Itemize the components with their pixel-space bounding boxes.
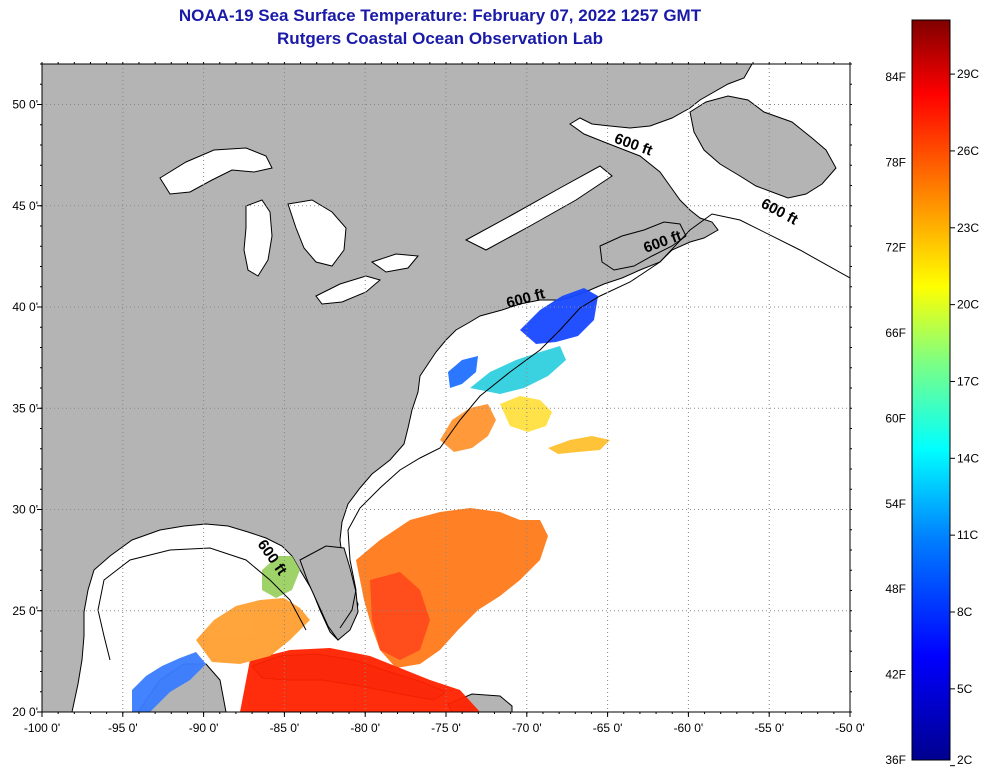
colorbar bbox=[911, 19, 951, 761]
colorbar-f-label: 72F bbox=[885, 241, 906, 255]
sst-gulf-mixed bbox=[196, 598, 310, 664]
colorbar-c-label: 8C bbox=[957, 605, 973, 619]
sst-gulf-shelf bbox=[262, 556, 300, 598]
colorbar-c-label: 17C bbox=[957, 374, 979, 388]
colorbar-c-label: 5C bbox=[957, 682, 973, 696]
sst-slope-cyan bbox=[470, 346, 566, 394]
map-title: NOAA-19 Sea Surface Temperature: Februar… bbox=[178, 6, 702, 25]
land-nova-scotia bbox=[599, 221, 687, 271]
colorbar-c-label: 23C bbox=[957, 221, 979, 235]
sst-caribbean-hot bbox=[240, 648, 480, 712]
map-axes: -100 0' -95 0' -90 0' -85 0' -80 0' -75 0' -70… bbox=[12, 62, 865, 735]
colorbar-c-label: 29C bbox=[957, 67, 979, 81]
lon-tick-label: -60 0' bbox=[674, 721, 704, 735]
colorbar-f-label: 60F bbox=[885, 411, 906, 425]
sst-bahamas bbox=[370, 572, 430, 660]
lat-tick-label: 50 0' bbox=[12, 98, 38, 112]
lat-tick-label: 30 0' bbox=[12, 503, 38, 517]
colorbar-f-label: 42F bbox=[885, 668, 906, 682]
land-florida bbox=[299, 545, 359, 641]
colorbar-f-label: 84F bbox=[885, 70, 906, 84]
colorbar-f-label: 36F bbox=[885, 753, 906, 767]
lake-ontario bbox=[370, 253, 419, 273]
lat-lon-grid bbox=[42, 64, 850, 712]
lon-tick-label: -65 0' bbox=[593, 721, 623, 735]
land-north-america bbox=[42, 64, 753, 712]
lat-tick-label: 35 0' bbox=[12, 401, 38, 415]
land-newfoundland bbox=[689, 95, 837, 199]
lat-tick-label: 20 0' bbox=[12, 705, 38, 719]
map-subtitle: Rutgers Coastal Ocean Observation Lab bbox=[277, 29, 603, 48]
lon-tick-label: -100 0' bbox=[24, 721, 60, 735]
sst-mab-blue bbox=[520, 288, 598, 344]
colorbar-c-label: 14C bbox=[957, 451, 979, 465]
colorbar-c-label: 20C bbox=[957, 298, 979, 312]
colorbar-c-label: 2C bbox=[957, 753, 973, 767]
sst-offshore-yellow bbox=[500, 396, 552, 432]
lon-tick-label: -85 0' bbox=[270, 721, 300, 735]
lake-superior bbox=[159, 147, 273, 195]
lake-erie bbox=[315, 275, 382, 305]
lon-tick-label: -90 0' bbox=[189, 721, 219, 735]
colorbar-f-label: 48F bbox=[885, 582, 906, 596]
lon-tick-label: -95 0' bbox=[108, 721, 138, 735]
lon-tick-label: -70 0' bbox=[512, 721, 542, 735]
lon-tick-label: -80 0' bbox=[350, 721, 380, 735]
sst-warm-patch bbox=[548, 436, 610, 454]
sst-hatteras-warm bbox=[440, 404, 496, 452]
colorbar-f-label: 66F bbox=[885, 326, 906, 340]
colorbar-f-label: 78F bbox=[885, 155, 906, 169]
sst-shelf-blue bbox=[448, 356, 478, 388]
lon-tick-label: -50 0' bbox=[835, 721, 865, 735]
lon-tick-label: -55 0' bbox=[754, 721, 784, 735]
isobath-600ft bbox=[97, 213, 850, 661]
st-lawrence bbox=[464, 165, 613, 251]
colorbar-c-label: 11C bbox=[957, 528, 978, 542]
lon-tick-label: -75 0' bbox=[431, 721, 461, 735]
colorbar-c-label: 26C bbox=[957, 144, 979, 158]
colorbar-labels: 84F 78F 72F 66F 60F 54F 48F 42F 36F 29C 26C 23C 20C 1… bbox=[885, 67, 979, 767]
sst-gulf-cool bbox=[132, 652, 206, 712]
lat-tick-label: 40 0' bbox=[12, 300, 38, 314]
lat-tick-label: 25 0' bbox=[12, 604, 38, 618]
sst-data bbox=[132, 288, 610, 712]
colorbar-f-label: 54F bbox=[885, 497, 906, 511]
lat-tick-label: 45 0' bbox=[12, 199, 38, 213]
